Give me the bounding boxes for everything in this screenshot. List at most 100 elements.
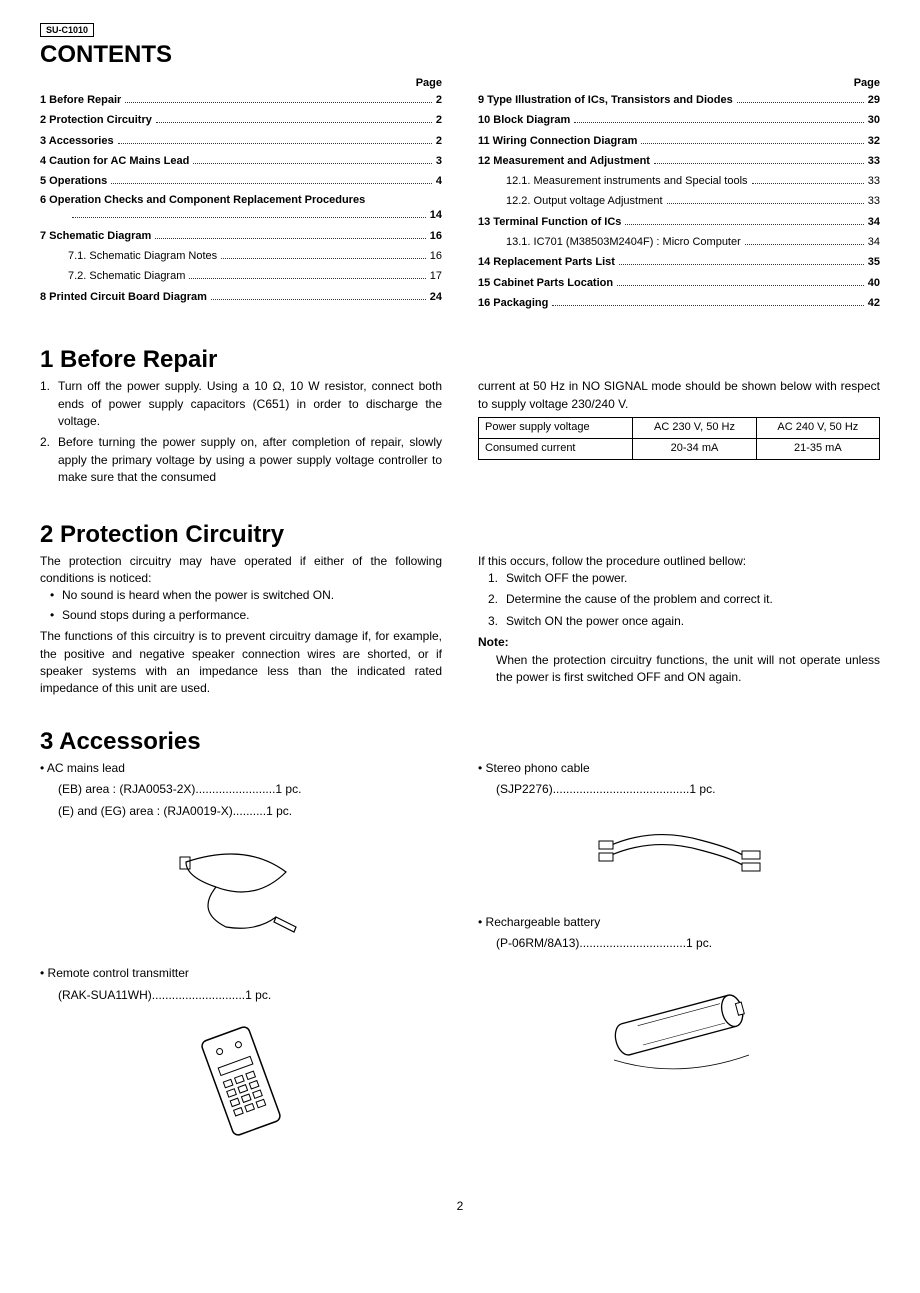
toc-label: 12 Measurement and Adjustment bbox=[478, 154, 650, 168]
table-row: Consumed current 20-34 mA 21-35 mA bbox=[479, 438, 880, 459]
toc-label: 1 Before Repair bbox=[40, 93, 121, 107]
section2-rstep-3: 3.Switch ON the power once again. bbox=[488, 613, 880, 630]
toc-label: 7 Schematic Diagram bbox=[40, 229, 151, 243]
toc-row: 4 Caution for AC Mains Lead3 bbox=[40, 154, 442, 168]
toc-dots bbox=[619, 264, 864, 265]
accessory-partno: (RAK-SUA11WH)...........................… bbox=[58, 987, 442, 1004]
toc-label: 5 Operations bbox=[40, 174, 107, 188]
toc-columns: Page 1 Before Repair 2 2 Protection Circui… bbox=[40, 77, 880, 316]
accessory-title: • Remote control transmitter bbox=[40, 965, 442, 982]
toc-dots bbox=[641, 143, 863, 144]
section2-left-intro: The protection circuitry may have operat… bbox=[40, 553, 442, 588]
toc-dots bbox=[654, 163, 864, 164]
toc-label: 8 Printed Circuit Board Diagram bbox=[40, 290, 207, 304]
remote-icon bbox=[176, 1016, 306, 1146]
accessory-illustration bbox=[478, 811, 880, 896]
section2-right-intro: If this occurs, follow the procedure out… bbox=[478, 553, 880, 570]
toc-label: 11 Wiring Connection Diagram bbox=[478, 134, 637, 148]
toc-dots bbox=[155, 238, 425, 239]
accessory-illustration bbox=[40, 1016, 442, 1151]
toc-row: 12.1. Measurement instruments and Specia… bbox=[478, 174, 880, 188]
toc-label: 10 Block Diagram bbox=[478, 113, 570, 127]
toc-label: 13 Terminal Function of ICs bbox=[478, 215, 621, 229]
section1-right-intro: current at 50 Hz in NO SIGNAL mode shoul… bbox=[478, 378, 880, 413]
document-page: SU-C1010 CONTENTS Page 1 Before Repair22… bbox=[0, 0, 920, 1253]
toc-dots bbox=[221, 258, 426, 259]
toc-page: 40 bbox=[868, 276, 880, 290]
toc-row: 7.1. Schematic Diagram Notes 16 bbox=[40, 249, 442, 263]
toc-page: 33 bbox=[868, 194, 880, 208]
table-cell: AC 240 V, 50 Hz bbox=[756, 418, 879, 439]
section2-bullet-2: •Sound stops during a performance. bbox=[50, 607, 442, 624]
toc-dots bbox=[574, 122, 863, 123]
toc-label: 2 Protection Circuitry bbox=[40, 113, 152, 127]
toc-dots bbox=[118, 143, 432, 144]
phono-cable-icon bbox=[594, 811, 764, 891]
section2-rstep-2: 2.Determine the cause of the problem and… bbox=[488, 591, 880, 608]
accessory-title: • AC mains lead bbox=[40, 760, 442, 777]
toc-row: 6 Operation Checks and Component Replace… bbox=[40, 194, 442, 206]
toc-dots bbox=[617, 285, 864, 286]
toc-row: 16 Packaging42 bbox=[478, 296, 880, 310]
toc-row: 14 Replacement Parts List35 bbox=[478, 255, 880, 269]
table-cell: Power supply voltage bbox=[479, 418, 633, 439]
toc-page: 16 bbox=[430, 249, 442, 263]
toc-page: 32 bbox=[868, 134, 880, 148]
toc-dots bbox=[189, 278, 425, 279]
page-header-left: Page bbox=[40, 77, 442, 89]
section3-body: • AC mains lead (EB) area : (RJA0053-2X).… bbox=[40, 760, 880, 1170]
toc-dots bbox=[72, 217, 426, 218]
accessory-partno: (P-06RM/8A13)...........................… bbox=[496, 935, 880, 952]
toc-page: 29 bbox=[868, 93, 880, 107]
toc-dots bbox=[193, 163, 432, 164]
toc-row: 10 Block Diagram 30 bbox=[478, 113, 880, 127]
section2-heading: 2 Protection Circuitry bbox=[40, 521, 880, 549]
toc-label: 12.1. Measurement instruments and Specia… bbox=[478, 174, 748, 188]
toc-row: 1 Before Repair 2 bbox=[40, 93, 442, 107]
toc-page: 35 bbox=[868, 255, 880, 269]
toc-label: 15 Cabinet Parts Location bbox=[478, 276, 613, 290]
toc-row: 3 Accessories 2 bbox=[40, 134, 442, 148]
table-row: Power supply voltage AC 230 V, 50 Hz AC … bbox=[479, 418, 880, 439]
toc-dots bbox=[745, 244, 864, 245]
toc-page: 34 bbox=[868, 235, 880, 249]
section2-right: If this occurs, follow the procedure out… bbox=[478, 553, 880, 687]
note-label: Note: bbox=[478, 634, 880, 651]
toc-page: 33 bbox=[868, 174, 880, 188]
toc-label: 13.1. IC701 (M38503M2404F) : Micro Compu… bbox=[478, 235, 741, 249]
toc-page: 24 bbox=[430, 290, 442, 304]
toc-page: 17 bbox=[430, 269, 442, 283]
toc-dots bbox=[625, 224, 863, 225]
section3-heading: 3 Accessories bbox=[40, 728, 880, 756]
section1-heading: 1 Before Repair bbox=[40, 346, 880, 374]
toc-page: 2 bbox=[436, 93, 442, 107]
toc-row: 13 Terminal Function of ICs34 bbox=[478, 215, 880, 229]
section1-step-2: 2.Before turning the power supply on, af… bbox=[40, 434, 442, 486]
accessory-title: • Rechargeable battery bbox=[478, 914, 880, 931]
toc-row: 7.2. Schematic Diagram 17 bbox=[40, 269, 442, 283]
toc-row: 5 Operations4 bbox=[40, 174, 442, 188]
section2-left: The protection circuitry may have operat… bbox=[40, 553, 442, 698]
section2-body: The protection circuitry may have operat… bbox=[40, 553, 880, 698]
table-cell: 20-34 mA bbox=[633, 438, 756, 459]
page-header-right: Page bbox=[478, 77, 880, 89]
toc-label: 7.1. Schematic Diagram Notes bbox=[40, 249, 217, 263]
accessory-illustration bbox=[40, 832, 442, 947]
accessory-partno: (EB) area : (RJA0053-2X)................… bbox=[58, 781, 442, 798]
section1-body: 1.Turn off the power supply. Using a 10 … bbox=[40, 378, 880, 490]
toc-row: 8 Printed Circuit Board Diagram 24 bbox=[40, 290, 442, 304]
toc-dots bbox=[667, 203, 864, 204]
toc-page: 2 bbox=[436, 134, 442, 148]
toc-dots bbox=[737, 102, 864, 103]
section1-right: current at 50 Hz in NO SIGNAL mode shoul… bbox=[478, 378, 880, 460]
section2-left-para: The functions of this circuitry is to pr… bbox=[40, 628, 442, 698]
toc-page: 42 bbox=[868, 296, 880, 310]
accessory-illustration bbox=[478, 965, 880, 1090]
toc-row: 9 Type Illustration of ICs, Transistors … bbox=[478, 93, 880, 107]
toc-page: 30 bbox=[868, 113, 880, 127]
toc-dots bbox=[752, 183, 864, 184]
toc-label: 7.2. Schematic Diagram bbox=[40, 269, 185, 283]
toc-label: 3 Accessories bbox=[40, 134, 114, 148]
section1-step-1: 1.Turn off the power supply. Using a 10 … bbox=[40, 378, 442, 430]
toc-row: 11 Wiring Connection Diagram 32 bbox=[478, 134, 880, 148]
